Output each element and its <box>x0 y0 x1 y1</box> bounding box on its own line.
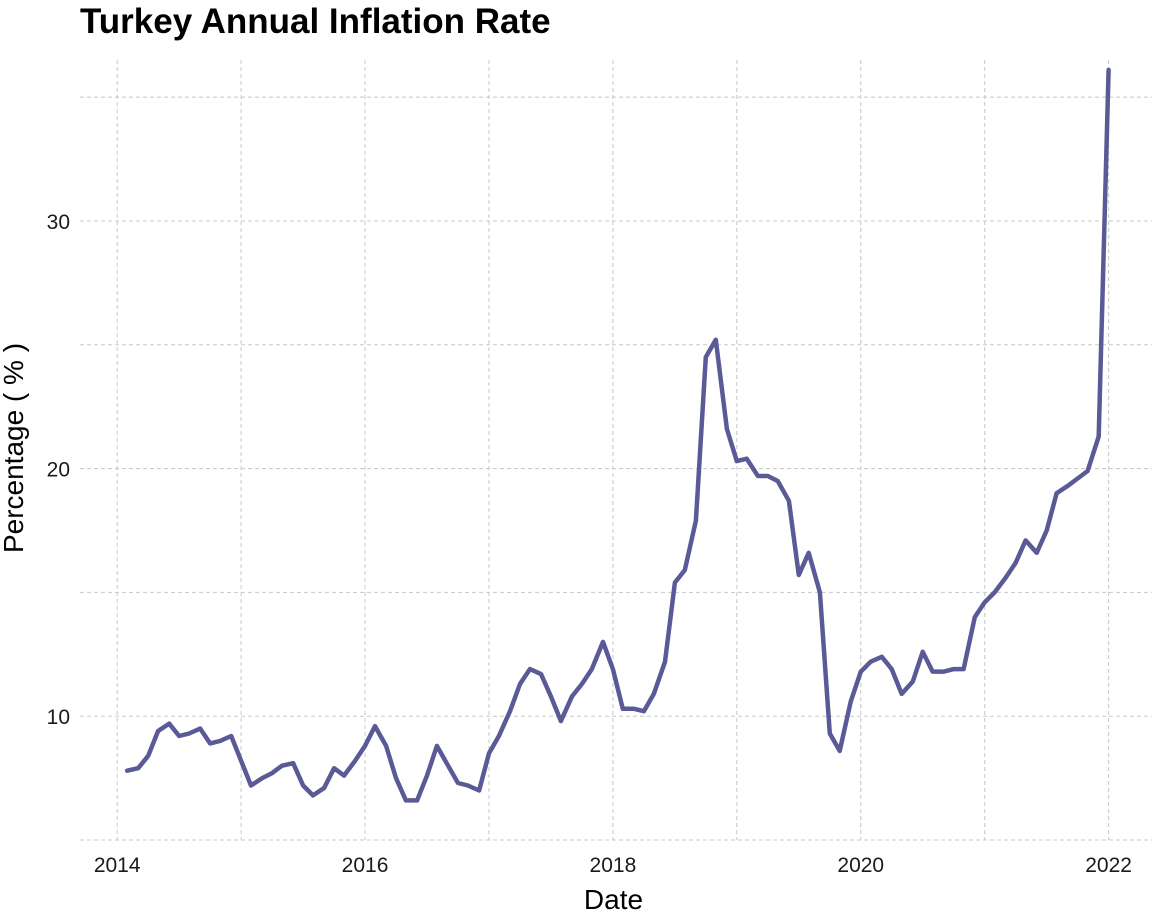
x-axis-ticks: 2014 2016 2018 2020 2022 <box>94 854 1132 877</box>
x-tick-label: 2020 <box>837 854 884 877</box>
x-tick-label: 2014 <box>94 854 141 877</box>
x-tick-label: 2016 <box>342 854 389 877</box>
y-axis-label: Percentage ( % ) <box>0 342 29 554</box>
y-tick-label: 10 <box>47 706 70 729</box>
x-tick-label: 2018 <box>590 854 637 877</box>
x-axis-label: Date <box>583 884 644 915</box>
y-tick-label: 20 <box>47 459 70 482</box>
y-axis-ticks: 10 20 30 <box>47 211 70 729</box>
inflation-line <box>124 67 1111 803</box>
chart-title: Turkey Annual Inflation Rate <box>80 2 551 41</box>
x-tick-label: 2022 <box>1085 854 1132 877</box>
y-tick-label: 30 <box>47 211 70 234</box>
grid-lines <box>80 60 1152 841</box>
